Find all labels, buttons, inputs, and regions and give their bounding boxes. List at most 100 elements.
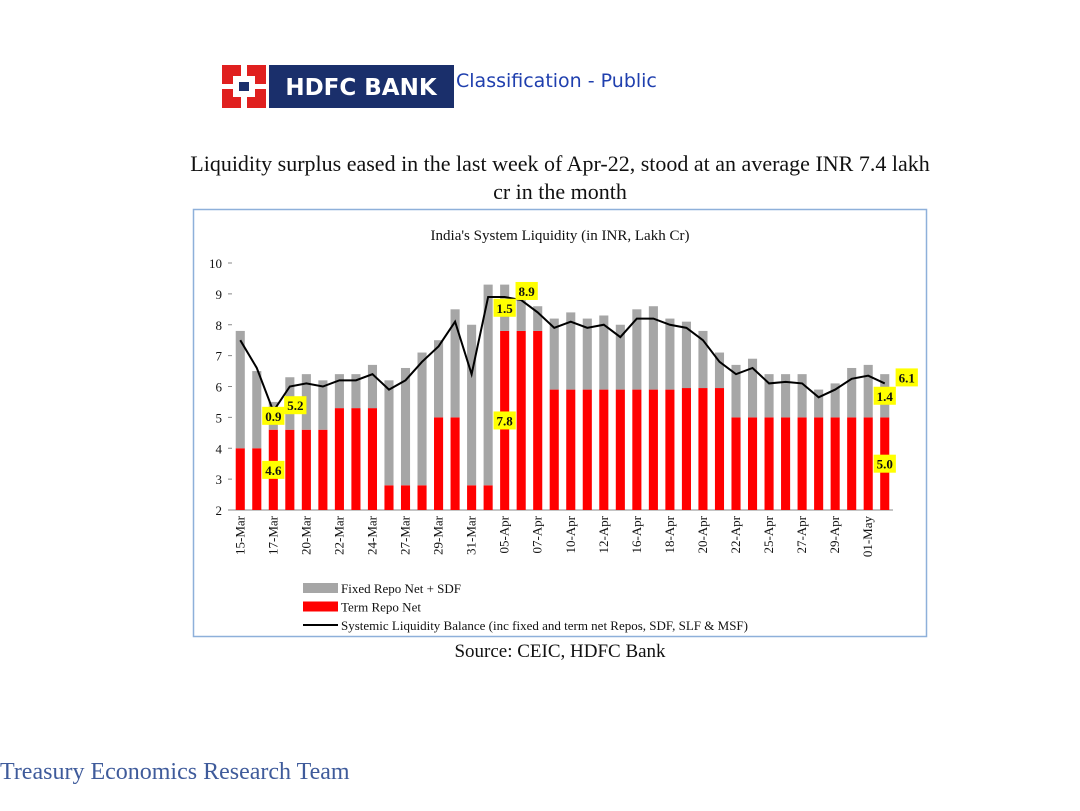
bar	[681, 321, 691, 389]
data-label-bg	[515, 281, 538, 300]
data-label-bg	[262, 406, 285, 425]
bar	[301, 429, 311, 510]
x-tick-label: 29-Mar	[431, 515, 446, 555]
bar	[334, 374, 344, 409]
bar	[599, 389, 609, 510]
bar	[367, 408, 378, 510]
data-label: 4.6	[265, 463, 282, 478]
bar	[714, 352, 725, 389]
x-tick-label: 27-Mar	[398, 515, 413, 555]
logo-gap	[222, 84, 233, 89]
legend-swatch	[303, 601, 338, 612]
data-label-bg	[493, 411, 516, 430]
data-label-bg	[873, 454, 896, 473]
bar	[434, 417, 444, 510]
y-tick-label: 5	[216, 410, 223, 425]
bar	[665, 318, 675, 390]
bar	[533, 306, 543, 331]
data-label-bg	[895, 368, 918, 387]
bar	[450, 417, 460, 510]
logo-gap	[241, 97, 247, 108]
y-tick-label: 2	[216, 503, 223, 518]
data-label: 0.9	[265, 409, 282, 424]
bar	[731, 364, 741, 418]
bar	[367, 364, 378, 409]
bar	[318, 429, 328, 510]
data-label-bg	[284, 396, 307, 415]
bar	[417, 352, 427, 486]
x-tick-label: 29-Apr	[827, 515, 842, 553]
x-tick-label: 24-Mar	[364, 515, 379, 555]
bar	[483, 284, 493, 486]
logo-gap	[255, 84, 266, 89]
bar	[334, 408, 344, 510]
y-tick-label: 7	[216, 349, 223, 364]
x-tick-label: 31-Mar	[464, 515, 479, 555]
bar	[863, 364, 873, 418]
x-tick-label: 20-Mar	[298, 515, 313, 555]
y-tick-label: 10	[209, 256, 222, 271]
bar	[566, 312, 576, 390]
legend-label: Fixed Repo Net + SDF	[341, 581, 461, 596]
bar	[615, 324, 625, 390]
bar	[781, 374, 791, 418]
bar	[549, 389, 559, 510]
bar	[549, 318, 559, 390]
bar	[483, 485, 493, 510]
bank-name: HDFC BANK	[285, 75, 438, 101]
bar	[533, 330, 543, 510]
y-tick-label: 8	[216, 318, 223, 333]
classification: Classification - Public	[456, 70, 657, 92]
bar	[830, 417, 840, 510]
bar	[285, 429, 295, 510]
bar	[698, 388, 708, 510]
source: Source: CEIC, HDFC Bank	[454, 641, 666, 662]
legend-swatch	[303, 583, 338, 593]
bar	[351, 374, 361, 409]
bar	[747, 358, 758, 418]
bar	[516, 330, 526, 510]
bar	[434, 340, 444, 418]
y-tick-label: 6	[216, 380, 223, 395]
x-tick-label: 22-Apr	[728, 515, 743, 553]
bar	[747, 417, 758, 510]
bar	[417, 485, 427, 510]
heading: Liquidity surplus eased in the last week…	[190, 151, 930, 204]
bar	[847, 417, 857, 510]
bar	[781, 417, 791, 510]
bar	[665, 389, 675, 510]
chart-title: India's System Liquidity (in INR, Lakh C…	[431, 228, 690, 244]
x-tick-label: 16-Apr	[629, 515, 644, 553]
bar	[648, 306, 658, 390]
bar	[814, 417, 824, 510]
x-tick-label: 25-Apr	[761, 515, 776, 553]
bar	[400, 367, 411, 486]
bar	[731, 417, 741, 510]
data-label: 1.5	[497, 301, 514, 316]
y-tick-label: 4	[216, 441, 223, 456]
legend-label: Systemic Liquidity Balance (inc fixed an…	[341, 618, 748, 633]
bar	[764, 374, 774, 418]
data-label-bg	[262, 460, 285, 479]
bar	[615, 389, 625, 510]
footer: Treasury Economics Research Team	[0, 759, 350, 785]
data-label-bg	[873, 386, 896, 405]
x-tick-label: 17-Mar	[265, 515, 280, 555]
bar	[467, 324, 477, 486]
bar	[318, 380, 328, 430]
data-label: 8.9	[519, 284, 536, 299]
bar	[235, 448, 245, 510]
bar	[450, 309, 460, 418]
bar	[252, 371, 262, 449]
data-label: 7.8	[497, 413, 514, 428]
x-tick-label: 27-Apr	[794, 515, 809, 553]
bar	[632, 389, 642, 510]
data-label: 6.1	[899, 370, 915, 385]
bar	[714, 388, 725, 510]
bar	[400, 485, 411, 510]
logo: HDFC BANK	[222, 65, 454, 108]
bar	[235, 330, 245, 449]
chart-frame	[192, 208, 928, 638]
x-tick-label: 10-Apr	[563, 515, 578, 553]
